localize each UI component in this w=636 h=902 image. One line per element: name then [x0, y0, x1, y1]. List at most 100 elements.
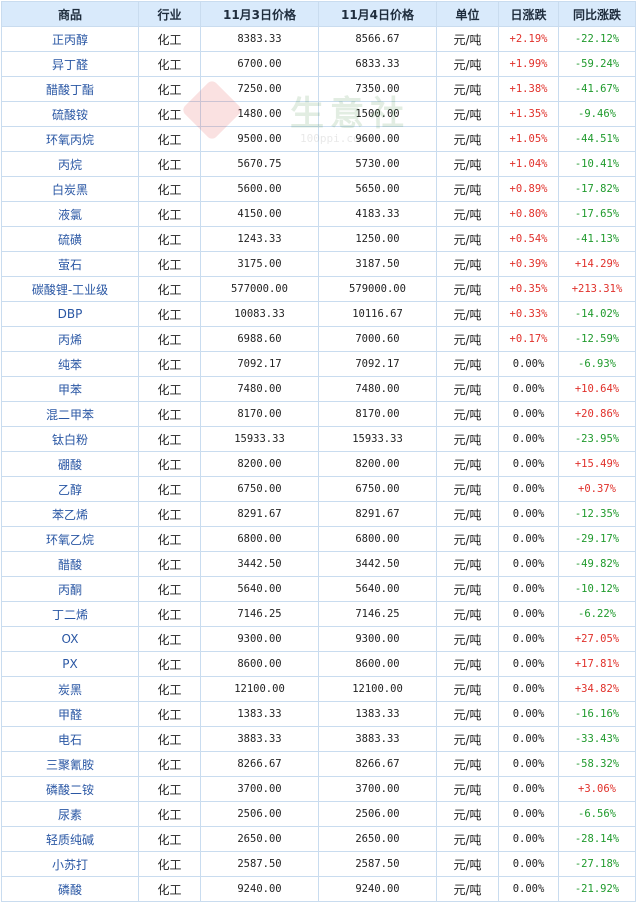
- header-yoy-change[interactable]: 同比涨跌: [558, 1, 636, 27]
- industry-cell: 化工: [138, 776, 201, 802]
- table-row: 电石 化工 3883.33 3883.33 元/吨 0.00% -33.43%: [1, 726, 636, 752]
- commodity-name-link[interactable]: 轻质纯碱: [1, 826, 139, 852]
- yoy-change-cell: -22.12%: [558, 26, 636, 52]
- daily-change-cell: +0.80%: [498, 201, 559, 227]
- unit-cell: 元/吨: [436, 851, 499, 877]
- commodity-name-link[interactable]: 甲苯: [1, 376, 139, 402]
- industry-cell: 化工: [138, 826, 201, 852]
- industry-cell: 化工: [138, 401, 201, 427]
- commodity-name-link[interactable]: 炭黑: [1, 676, 139, 702]
- unit-cell: 元/吨: [436, 526, 499, 552]
- commodity-name-link[interactable]: OX: [1, 626, 139, 652]
- commodity-name-link[interactable]: 异丁醛: [1, 51, 139, 77]
- unit-cell: 元/吨: [436, 51, 499, 77]
- table-row: 尿素 化工 2506.00 2506.00 元/吨 0.00% -6.56%: [1, 801, 636, 827]
- price-nov3-cell: 8170.00: [200, 401, 319, 427]
- table-row: 丁二烯 化工 7146.25 7146.25 元/吨 0.00% -6.22%: [1, 601, 636, 627]
- table-body: 正丙醇 化工 8383.33 8566.67 元/吨 +2.19% -22.12% 异丁醛 化工…: [1, 26, 636, 902]
- daily-change-cell: +0.33%: [498, 301, 559, 327]
- header-price-nov3[interactable]: 11月3日价格: [200, 1, 319, 27]
- daily-change-cell: +1.99%: [498, 51, 559, 77]
- industry-cell: 化工: [138, 876, 201, 902]
- commodity-name-link[interactable]: 碳酸锂-工业级: [1, 276, 139, 302]
- daily-change-cell: +0.35%: [498, 276, 559, 302]
- table-row: 钛白粉 化工 15933.33 15933.33 元/吨 0.00% -23.95%: [1, 426, 636, 452]
- industry-cell: 化工: [138, 726, 201, 752]
- yoy-change-cell: -10.12%: [558, 576, 636, 602]
- commodity-name-link[interactable]: 丁二烯: [1, 601, 139, 627]
- price-nov4-cell: 15933.33: [318, 426, 437, 452]
- yoy-change-cell: -49.82%: [558, 551, 636, 577]
- commodity-name-link[interactable]: 环氧丙烷: [1, 126, 139, 152]
- commodity-name-link[interactable]: 乙醇: [1, 476, 139, 502]
- commodity-name-link[interactable]: 丙烷: [1, 151, 139, 177]
- yoy-change-cell: -6.22%: [558, 601, 636, 627]
- commodity-name-link[interactable]: 电石: [1, 726, 139, 752]
- header-price-nov4[interactable]: 11月4日价格: [318, 1, 437, 27]
- commodity-name-link[interactable]: 甲醛: [1, 701, 139, 727]
- commodity-name-link[interactable]: 混二甲苯: [1, 401, 139, 427]
- commodity-name-link[interactable]: 苯乙烯: [1, 501, 139, 527]
- commodity-name-link[interactable]: 纯苯: [1, 351, 139, 377]
- table-row: 乙醇 化工 6750.00 6750.00 元/吨 0.00% +0.37%: [1, 476, 636, 502]
- daily-change-cell: 0.00%: [498, 651, 559, 677]
- price-nov3-cell: 1243.33: [200, 226, 319, 252]
- yoy-change-cell: -16.16%: [558, 701, 636, 727]
- unit-cell: 元/吨: [436, 276, 499, 302]
- price-nov4-cell: 7146.25: [318, 601, 437, 627]
- commodity-name-link[interactable]: PX: [1, 651, 139, 677]
- industry-cell: 化工: [138, 601, 201, 627]
- price-nov3-cell: 9300.00: [200, 626, 319, 652]
- yoy-change-cell: -59.24%: [558, 51, 636, 77]
- unit-cell: 元/吨: [436, 601, 499, 627]
- price-nov4-cell: 7480.00: [318, 376, 437, 402]
- commodity-name-link[interactable]: 小苏打: [1, 851, 139, 877]
- commodity-name-link[interactable]: 硫酸铵: [1, 101, 139, 127]
- commodity-name-link[interactable]: 硫磺: [1, 226, 139, 252]
- commodity-name-link[interactable]: 环氧乙烷: [1, 526, 139, 552]
- commodity-name-link[interactable]: 醋酸丁酯: [1, 76, 139, 102]
- price-nov3-cell: 1383.33: [200, 701, 319, 727]
- commodity-name-link[interactable]: 尿素: [1, 801, 139, 827]
- commodity-name-link[interactable]: 白炭黑: [1, 176, 139, 202]
- daily-change-cell: 0.00%: [498, 751, 559, 777]
- unit-cell: 元/吨: [436, 876, 499, 902]
- table-row: 萤石 化工 3175.00 3187.50 元/吨 +0.39% +14.29%: [1, 251, 636, 277]
- commodity-name-link[interactable]: DBP: [1, 301, 139, 327]
- unit-cell: 元/吨: [436, 301, 499, 327]
- commodity-name-link[interactable]: 硼酸: [1, 451, 139, 477]
- table-row: 磷酸二铵 化工 3700.00 3700.00 元/吨 0.00% +3.06%: [1, 776, 636, 802]
- header-daily-change[interactable]: 日涨跌: [498, 1, 559, 27]
- commodity-name-link[interactable]: 醋酸: [1, 551, 139, 577]
- industry-cell: 化工: [138, 26, 201, 52]
- yoy-change-cell: -21.92%: [558, 876, 636, 902]
- commodity-name-link[interactable]: 液氯: [1, 201, 139, 227]
- commodity-name-link[interactable]: 磷酸: [1, 876, 139, 902]
- price-nov4-cell: 2506.00: [318, 801, 437, 827]
- header-unit[interactable]: 单位: [436, 1, 499, 27]
- table-row: 丙烷 化工 5670.75 5730.00 元/吨 +1.04% -10.41%: [1, 151, 636, 177]
- unit-cell: 元/吨: [436, 551, 499, 577]
- commodity-name-link[interactable]: 丙烯: [1, 326, 139, 352]
- header-commodity[interactable]: 商品: [1, 1, 139, 27]
- industry-cell: 化工: [138, 676, 201, 702]
- commodity-name-link[interactable]: 磷酸二铵: [1, 776, 139, 802]
- price-nov3-cell: 3700.00: [200, 776, 319, 802]
- daily-change-cell: +1.38%: [498, 76, 559, 102]
- yoy-change-cell: +10.64%: [558, 376, 636, 402]
- industry-cell: 化工: [138, 576, 201, 602]
- commodity-name-link[interactable]: 三聚氰胺: [1, 751, 139, 777]
- commodity-name-link[interactable]: 丙酮: [1, 576, 139, 602]
- commodity-name-link[interactable]: 正丙醇: [1, 26, 139, 52]
- yoy-change-cell: -14.02%: [558, 301, 636, 327]
- yoy-change-cell: +0.37%: [558, 476, 636, 502]
- price-nov4-cell: 12100.00: [318, 676, 437, 702]
- table-row: 甲醛 化工 1383.33 1383.33 元/吨 0.00% -16.16%: [1, 701, 636, 727]
- table-row: 甲苯 化工 7480.00 7480.00 元/吨 0.00% +10.64%: [1, 376, 636, 402]
- industry-cell: 化工: [138, 251, 201, 277]
- header-industry[interactable]: 行业: [138, 1, 201, 27]
- commodity-name-link[interactable]: 钛白粉: [1, 426, 139, 452]
- daily-change-cell: 0.00%: [498, 626, 559, 652]
- commodity-name-link[interactable]: 萤石: [1, 251, 139, 277]
